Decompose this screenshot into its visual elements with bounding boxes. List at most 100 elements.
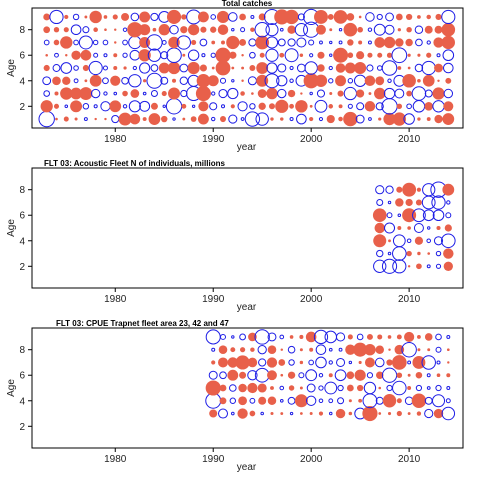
- negative-residual-bubble: [401, 341, 417, 358]
- negative-residual-bubble: [392, 234, 406, 248]
- positive-residual-bubble: [445, 77, 452, 84]
- positive-residual-bubble: [45, 53, 48, 57]
- positive-residual-bubble: [280, 117, 284, 121]
- negative-residual-bubble: [247, 370, 258, 381]
- positive-residual-bubble: [396, 410, 402, 417]
- positive-residual-bubble: [353, 342, 368, 357]
- negative-residual-bubble: [265, 36, 279, 49]
- positive-residual-bubble: [215, 47, 231, 63]
- negative-residual-bubble: [100, 101, 111, 112]
- positive-residual-bubble: [53, 39, 60, 46]
- negative-residual-bubble: [414, 25, 424, 34]
- positive-residual-bubble: [356, 89, 365, 98]
- positive-residual-bubble: [367, 52, 373, 58]
- negative-residual-bubble: [436, 360, 441, 365]
- positive-residual-bubble: [112, 14, 118, 20]
- positive-residual-bubble: [195, 85, 211, 102]
- positive-residual-bubble: [249, 410, 256, 417]
- positive-residual-bubble: [275, 99, 289, 113]
- x-tick-label: 1980: [104, 454, 127, 465]
- chart-title: FLT 03: CPUE Trapnet fleet area 23, 42 a…: [56, 319, 229, 328]
- negative-residual-bubble: [403, 113, 415, 125]
- positive-residual-bubble: [299, 360, 304, 365]
- positive-residual-bubble: [346, 371, 355, 380]
- negative-residual-bubble: [129, 49, 141, 61]
- negative-residual-bubble: [90, 88, 101, 99]
- negative-residual-bubble: [49, 9, 64, 25]
- positive-residual-bubble: [326, 114, 335, 124]
- positive-residual-bubble: [161, 90, 167, 97]
- negative-residual-bubble: [179, 63, 189, 73]
- positive-residual-bubble: [345, 344, 356, 355]
- negative-residual-bubble: [426, 386, 431, 390]
- negative-residual-bubble: [276, 75, 288, 87]
- negative-residual-bubble: [287, 345, 296, 354]
- positive-residual-bubble: [386, 52, 393, 58]
- positive-residual-bubble: [362, 405, 378, 422]
- positive-residual-bubble: [250, 27, 255, 32]
- negative-residual-bubble: [255, 112, 269, 126]
- x-tick-label: 1990: [202, 134, 225, 145]
- positive-residual-bubble: [270, 412, 274, 416]
- positive-residual-bubble: [196, 73, 211, 88]
- positive-residual-bubble: [333, 10, 348, 24]
- plot-frame: [31, 167, 464, 289]
- negative-residual-bubble: [376, 65, 383, 71]
- positive-residual-bubble: [417, 117, 421, 121]
- negative-residual-bubble: [254, 329, 270, 345]
- positive-residual-bubble: [404, 331, 415, 343]
- negative-residual-bubble: [415, 38, 423, 47]
- positive-residual-bubble: [239, 371, 247, 379]
- y-tick-label: 6: [19, 51, 25, 62]
- positive-residual-bubble: [241, 79, 244, 83]
- negative-residual-bubble: [328, 347, 333, 352]
- negative-residual-bubble: [412, 100, 426, 113]
- negative-residual-bubble: [264, 73, 280, 89]
- positive-residual-bubble: [417, 78, 421, 83]
- negative-residual-bubble: [427, 226, 431, 230]
- negative-residual-bubble: [421, 60, 436, 76]
- negative-residual-bubble: [231, 27, 235, 32]
- positive-residual-bubble: [43, 64, 50, 72]
- negative-residual-bubble: [335, 332, 346, 342]
- x-tick-label: 2010: [398, 294, 421, 305]
- positive-residual-bubble: [396, 103, 403, 110]
- positive-residual-bubble: [181, 103, 187, 109]
- positive-residual-bubble: [65, 54, 68, 57]
- positive-residual-bubble: [415, 371, 423, 379]
- positive-residual-bubble: [63, 27, 69, 33]
- negative-residual-bubble: [150, 90, 158, 98]
- negative-residual-bubble: [287, 38, 296, 47]
- positive-residual-bubble: [375, 345, 384, 354]
- positive-residual-bubble: [257, 89, 267, 98]
- positive-residual-bubble: [166, 9, 182, 24]
- negative-residual-bubble: [172, 117, 176, 121]
- positive-residual-bubble: [247, 357, 258, 368]
- positive-residual-bubble: [375, 76, 385, 86]
- negative-residual-bubble: [435, 333, 442, 341]
- positive-residual-bubble: [407, 66, 411, 70]
- positive-residual-bubble: [240, 91, 245, 96]
- y-tick-label: 2: [19, 422, 25, 433]
- positive-residual-bubble: [251, 92, 254, 95]
- positive-residual-bubble: [346, 384, 354, 392]
- y-tick-label: 8: [19, 25, 25, 36]
- positive-residual-bubble: [348, 399, 352, 403]
- negative-residual-bubble: [435, 384, 442, 392]
- negative-residual-bubble: [375, 185, 385, 195]
- chart-panel-3: FLT 03: CPUE Trapnet fleet area 23, 42 a…: [6, 319, 464, 473]
- positive-residual-bubble: [70, 87, 82, 100]
- negative-residual-bubble: [353, 74, 367, 87]
- positive-residual-bubble: [397, 66, 402, 70]
- positive-residual-bubble: [447, 361, 450, 364]
- positive-residual-bubble: [417, 335, 421, 339]
- positive-residual-bubble: [180, 26, 188, 34]
- negative-residual-bubble: [128, 35, 142, 50]
- negative-residual-bubble: [411, 86, 427, 101]
- positive-residual-bubble: [266, 87, 278, 100]
- positive-residual-bubble: [378, 386, 382, 390]
- positive-residual-bubble: [197, 113, 209, 125]
- positive-residual-bubble: [433, 37, 444, 48]
- negative-residual-bubble: [42, 76, 52, 86]
- negative-residual-bubble: [426, 238, 432, 244]
